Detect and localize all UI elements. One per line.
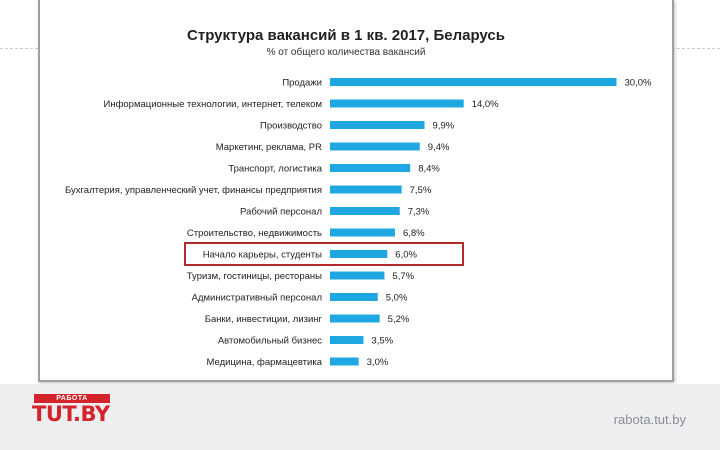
value-label: 7,3% — [408, 207, 430, 218]
bar — [330, 185, 402, 194]
bar — [330, 271, 385, 280]
tutby-logo[interactable]: РАБОТА TUT.BY — [32, 394, 112, 426]
category-label: Строительство, недвижимость — [187, 228, 322, 239]
category-label: Маркетинг, реклама, PR — [216, 142, 322, 153]
category-label: Информационные технологии, интернет, тел… — [104, 99, 323, 110]
bar-chart: Структура вакансий в 1 кв. 2017, Беларус… — [65, 27, 652, 368]
bar — [330, 314, 380, 323]
value-label: 9,4% — [428, 142, 450, 153]
bar — [330, 121, 425, 129]
value-label: 3,0% — [367, 357, 389, 368]
category-label: Медицина, фармацевтика — [207, 357, 323, 368]
value-label: 8,4% — [418, 164, 440, 175]
value-label: 5,0% — [386, 293, 408, 304]
value-label: 9,9% — [433, 121, 455, 132]
value-label: 6,8% — [403, 228, 425, 239]
value-label: 5,2% — [388, 314, 410, 325]
footer: РАБОТА TUT.BY rabota.tut.by — [0, 384, 720, 450]
value-label: 6,0% — [395, 250, 417, 261]
category-label: Начало карьеры, студенты — [203, 250, 322, 261]
category-label: Продажи — [282, 78, 322, 89]
category-label: Транспорт, логистика — [228, 164, 322, 175]
site-url[interactable]: rabota.tut.by — [613, 412, 686, 427]
bar — [330, 293, 378, 301]
chart-panel: Структура вакансий в 1 кв. 2017, Беларус… — [38, 0, 674, 382]
logo-main-label: TUT.BY — [32, 402, 110, 426]
bar — [330, 142, 420, 151]
category-label: Рабочий персонал — [240, 207, 322, 218]
category-label: Административный персонал — [192, 293, 322, 304]
category-label: Производство — [260, 121, 322, 132]
value-label: 5,7% — [392, 271, 414, 282]
category-label: Туризм, гостиницы, рестораны — [187, 271, 322, 282]
chart-title: Структура вакансий в 1 кв. 2017, Беларус… — [187, 27, 505, 44]
bar — [330, 336, 364, 344]
value-label: 14,0% — [472, 99, 499, 110]
category-label: Банки, инвестиции, лизинг — [205, 314, 323, 325]
category-label: Бухгалтерия, управленческий учет, финанс… — [65, 185, 322, 196]
bar — [330, 228, 395, 237]
bar — [330, 99, 464, 108]
bar — [330, 78, 617, 86]
bar — [330, 250, 388, 258]
value-label: 7,5% — [410, 185, 432, 196]
bar — [330, 207, 400, 215]
category-label: Автомобильный бизнес — [218, 336, 322, 347]
logo-top-label: РАБОТА — [34, 394, 110, 403]
value-label: 30,0% — [625, 78, 652, 89]
value-label: 3,5% — [371, 336, 393, 347]
bar — [330, 164, 411, 172]
chart-subtitle: % от общего количества вакансий — [267, 46, 426, 58]
highlight-box — [184, 242, 464, 266]
bar — [330, 357, 359, 366]
